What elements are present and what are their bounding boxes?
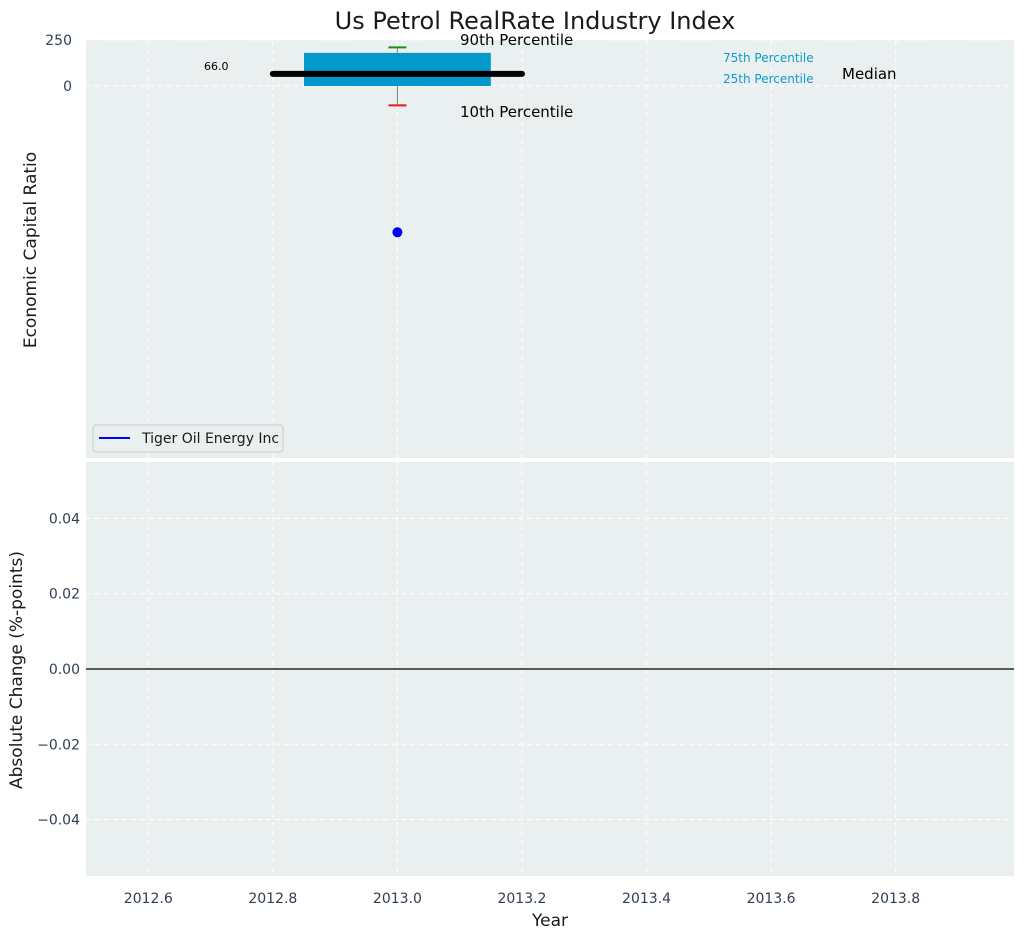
p75-annotation: 75th Percentile	[723, 51, 814, 65]
xtick-label-5: 2013.6	[747, 891, 796, 907]
xtick-label-1: 2012.8	[248, 891, 297, 907]
x-ticks: 2012.6 2012.8 2013.0 2013.2 2013.4 2013.6 2013…	[124, 891, 920, 907]
top-grid	[86, 39, 1014, 458]
x-axis-label: Year	[531, 911, 568, 931]
box-plot	[269, 46, 525, 238]
xtick-label-0: 2012.6	[124, 891, 173, 907]
top-ytick-label-0: 250	[45, 33, 72, 49]
bottom-ytick-label-1: 0.02	[49, 587, 80, 603]
xtick-label-6: 2013.8	[871, 891, 920, 907]
median-value-label: 66.0	[204, 60, 229, 73]
p25-annotation: 25th Percentile	[723, 72, 814, 86]
company-point	[392, 227, 403, 238]
legend: Tiger Oil Energy Inc	[92, 424, 284, 453]
xtick-label-4: 2013.4	[622, 891, 671, 907]
bottom-ytick-label-4: −0.04	[37, 813, 80, 829]
bottom-ytick-label-3: −0.02	[37, 737, 80, 753]
top-ytick-label-1: 0	[63, 79, 72, 95]
top-y-ticks: 250 0	[45, 33, 72, 95]
bottom-ytick-label-2: 0.00	[49, 662, 80, 678]
bottom-y-ticks: 0.04 0.02 0.00 −0.02 −0.04	[37, 511, 80, 828]
legend-entry-0: Tiger Oil Energy Inc	[141, 431, 279, 447]
median-annotation: Median	[842, 65, 897, 83]
xtick-label-3: 2013.2	[497, 891, 546, 907]
xtick-label-2: 2013.0	[373, 891, 422, 907]
p90-annotation: 90th Percentile	[460, 31, 573, 49]
bottom-ytick-label-0: 0.04	[49, 511, 80, 527]
chart-title: Us Petrol RealRate Industry Index	[335, 7, 736, 35]
top-y-axis-label: Economic Capital Ratio	[21, 152, 41, 348]
iqr-box	[303, 52, 491, 86]
p10-annotation: 10th Percentile	[460, 103, 573, 121]
legend-box	[92, 424, 284, 453]
top-panel	[86, 40, 1014, 458]
bottom-y-axis-label: Absolute Change (%-points)	[7, 551, 27, 789]
